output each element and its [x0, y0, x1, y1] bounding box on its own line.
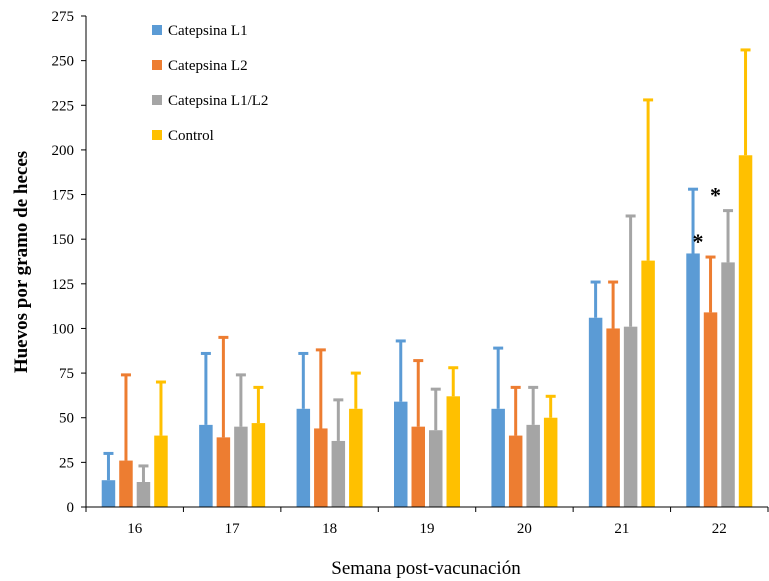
legend-label: Control — [168, 128, 214, 144]
bar — [234, 426, 248, 507]
bar — [703, 312, 718, 507]
bars-layer — [101, 155, 753, 508]
x-tick-label: 22 — [712, 521, 727, 537]
y-tick-label: 100 — [52, 321, 75, 337]
bar — [251, 423, 266, 507]
legend-swatch — [152, 60, 162, 70]
y-tick-label: 125 — [52, 277, 75, 293]
bar — [314, 428, 328, 507]
x-tick-label: 17 — [225, 521, 241, 537]
bar — [154, 435, 168, 507]
y-tick-label: 50 — [59, 411, 74, 427]
y-tick-label: 0 — [67, 500, 75, 516]
y-tick-label: 275 — [52, 9, 75, 25]
bar — [101, 480, 116, 507]
y-tick-label: 200 — [52, 143, 75, 159]
annotations: ** — [693, 183, 722, 254]
x-tick-label: 16 — [127, 521, 143, 537]
y-tick-label: 250 — [52, 54, 75, 70]
bar — [199, 424, 213, 507]
bar — [686, 253, 700, 507]
bar — [429, 430, 443, 507]
bar — [606, 328, 620, 507]
y-tick-label: 150 — [52, 232, 75, 248]
legend-swatch — [152, 95, 162, 105]
bar — [738, 155, 753, 508]
bar — [331, 440, 346, 507]
y-tick-label: 25 — [59, 455, 74, 471]
bar — [136, 482, 151, 507]
x-ticks: 16 17 18 19 20 21 22 — [85, 507, 769, 537]
bar — [623, 326, 638, 507]
bar — [446, 396, 460, 507]
bar — [491, 408, 505, 507]
legend-swatch — [152, 130, 162, 140]
y-tick-label: 175 — [52, 188, 75, 204]
x-tick-label: 20 — [517, 521, 532, 537]
bar — [543, 417, 558, 507]
legend-swatch — [152, 25, 162, 35]
y-ticks: 0 25 50 75 100 125 150 175 200 225 250 275 — [52, 9, 86, 516]
x-tick-label: 18 — [322, 521, 337, 537]
legend-label: Catepsina L1/L2 — [168, 93, 268, 109]
axes — [85, 16, 768, 508]
legend-label: Catepsina L2 — [168, 58, 248, 74]
y-axis-title: Huevos por gramo de heces — [11, 151, 32, 373]
bar — [411, 426, 425, 507]
bar — [394, 401, 408, 507]
significance-marker: * — [693, 229, 704, 254]
bar — [349, 408, 363, 507]
y-tick-label: 75 — [59, 366, 74, 382]
bar — [721, 262, 735, 507]
bar — [216, 437, 231, 507]
y-tick-label: 225 — [52, 98, 75, 114]
x-tick-label: 19 — [420, 521, 435, 537]
bar — [296, 408, 311, 507]
bar — [508, 435, 523, 507]
error-bars-layer — [103, 48, 751, 483]
bar — [119, 460, 133, 507]
legend-label: Catepsina L1 — [168, 23, 248, 39]
bar — [526, 424, 540, 507]
x-axis-title: Semana post-vacunación — [331, 558, 521, 579]
bar — [641, 260, 655, 507]
significance-marker: * — [710, 183, 721, 208]
x-tick-label: 21 — [614, 521, 629, 537]
bar — [588, 317, 603, 507]
legend: Catepsina L1 Catepsina L2 Catepsina L1/L2 C… — [152, 23, 268, 144]
